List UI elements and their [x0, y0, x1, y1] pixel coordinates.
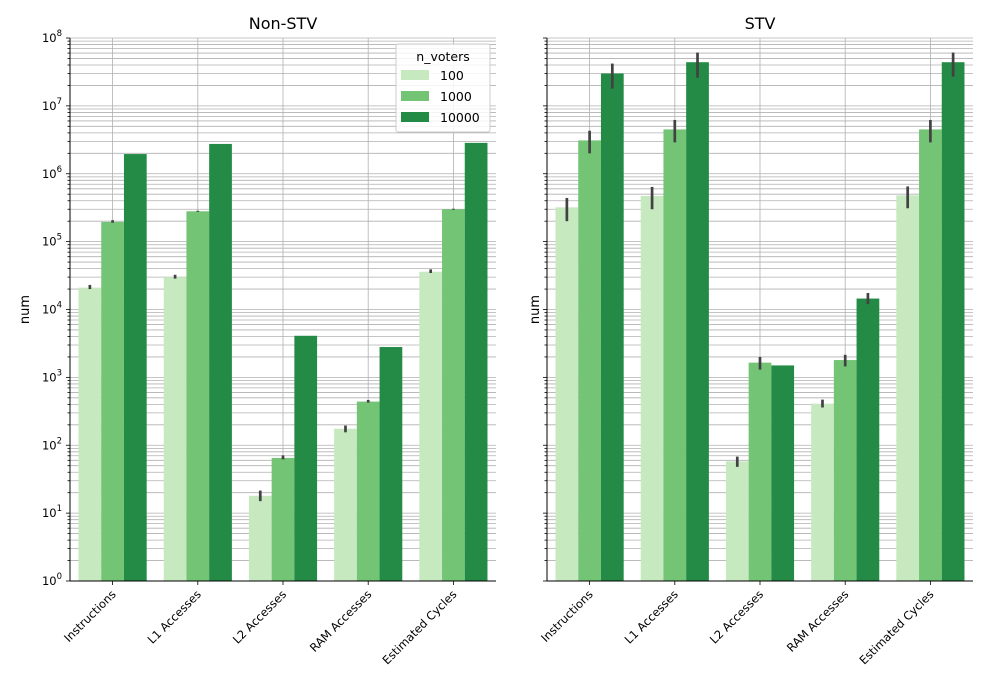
bar-l1-accesses-1000 — [186, 211, 210, 581]
bar-estimated-cycles-10000 — [464, 142, 488, 581]
legend-label: 1000 — [440, 89, 472, 104]
y-axis-label: num — [528, 295, 543, 324]
subplot-2: Instructions L1 Accesses L2 Accesses RAM Ac… — [528, 14, 973, 667]
x-tick-label: L2 Accesses — [707, 587, 766, 646]
bar-ram-accesses-10000 — [379, 347, 403, 581]
bar-l2-accesses-10000 — [294, 335, 318, 581]
y-axis-label: num — [18, 295, 33, 324]
bar-l2-accesses-100 — [725, 461, 749, 581]
legend-label: 10000 — [440, 110, 480, 125]
bar-ram-accesses-100 — [334, 428, 357, 581]
bar-instructions-10000 — [600, 73, 624, 582]
x-tick-label: Estimated Cycles — [856, 587, 936, 667]
bar-instructions-1000 — [101, 221, 124, 581]
legend: n_voters 100 1000 10000 — [395, 43, 491, 133]
y-tick-label: 106 — [42, 165, 62, 181]
bar-l1-accesses-1000 — [663, 129, 687, 581]
y-tick-label: 103 — [42, 368, 62, 384]
bar-estimated-cycles-1000 — [442, 209, 465, 581]
x-tick-label: L1 Accesses — [622, 587, 681, 646]
x-tick-label: Instructions — [61, 587, 119, 645]
bar-instructions-10000 — [123, 154, 147, 581]
legend-swatch — [401, 91, 429, 101]
bar-l1-accesses-10000 — [686, 62, 709, 582]
bar-l1-accesses-10000 — [209, 143, 232, 581]
y-tick-label: 104 — [42, 301, 62, 317]
bar-estimated-cycles-10000 — [941, 62, 965, 582]
x-tick-label: L1 Accesses — [145, 587, 204, 646]
bar-l2-accesses-1000 — [271, 457, 295, 581]
x-tick-label: Instructions — [538, 587, 596, 645]
legend-swatch — [401, 70, 429, 80]
legend-title: n_voters — [416, 49, 469, 64]
chart-title: Non-STV — [249, 14, 318, 33]
x-tick-label: RAM Accesses — [784, 587, 851, 654]
bar-ram-accesses-1000 — [833, 360, 857, 581]
chart-title: STV — [745, 14, 776, 33]
legend-swatch — [401, 112, 429, 122]
bar-instructions-100 — [555, 207, 579, 581]
bar-ram-accesses-100 — [811, 403, 834, 581]
bar-l2-accesses-100 — [248, 495, 272, 581]
legend-label: 100 — [440, 68, 464, 83]
y-tick-label: 100 — [42, 572, 62, 588]
bar-l2-accesses-1000 — [748, 362, 772, 581]
bar-l1-accesses-100 — [163, 277, 187, 581]
x-tick-label: RAM Accesses — [307, 587, 374, 654]
y-tick-label: 102 — [42, 436, 62, 452]
subplot-1: 100 101 102 103 104 105 106 107 108 Instructions L… — [18, 14, 496, 667]
bar-estimated-cycles-100 — [419, 271, 443, 581]
bar-l1-accesses-100 — [640, 196, 664, 582]
bar-instructions-1000 — [578, 140, 601, 582]
x-tick-label: L2 Accesses — [230, 587, 289, 646]
y-tick-label: 105 — [42, 233, 62, 249]
y-tick-label: 101 — [42, 504, 62, 520]
y-tick-label: 108 — [42, 29, 62, 45]
bar-instructions-100 — [78, 287, 102, 581]
bar-ram-accesses-1000 — [356, 401, 380, 581]
y-tick-label: 107 — [42, 97, 62, 113]
bar-estimated-cycles-100 — [896, 195, 920, 582]
bar-estimated-cycles-1000 — [919, 129, 942, 581]
bar-ram-accesses-10000 — [856, 298, 880, 581]
bar-l2-accesses-10000 — [771, 365, 795, 581]
x-tick-label: Estimated Cycles — [379, 587, 459, 667]
legend-frame — [395, 43, 491, 133]
